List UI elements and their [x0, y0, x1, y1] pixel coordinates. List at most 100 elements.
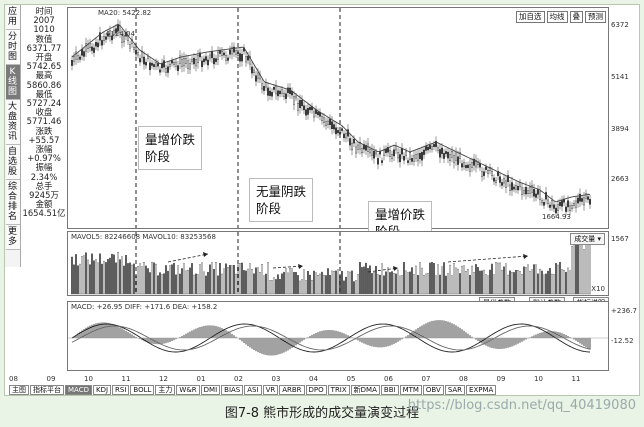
volume-bar	[308, 274, 311, 295]
main-btn-0[interactable]: 加自选	[516, 11, 545, 23]
macd-chart-panel[interactable]: MACD: +26.95 DIFF: +171.6 DEA: +158.2	[67, 301, 609, 371]
tab-3[interactable]: KDJ	[92, 385, 112, 395]
tab-1[interactable]: 指标平台	[30, 385, 64, 395]
volume-bar	[172, 262, 175, 295]
tab-2[interactable]: MACD	[65, 385, 92, 395]
candle-body	[395, 145, 398, 151]
tab-15[interactable]: 新DMA	[350, 385, 380, 395]
main-btn-2[interactable]: 叠	[569, 11, 583, 23]
candle-body	[559, 201, 562, 206]
volume-label: 总手	[35, 180, 53, 191]
price-chart-panel[interactable]: MA20: 5422.82 6124.04 1664.93 加自选 均线叠预测 量…	[67, 7, 609, 245]
main-btn-3[interactable]: 预测	[585, 11, 606, 23]
candle-body	[325, 121, 328, 126]
tab-13[interactable]: DPO	[305, 385, 327, 395]
tab-10[interactable]: ASI	[244, 385, 262, 395]
volume-bar	[286, 272, 289, 295]
vol-y-tick: 1567	[611, 235, 629, 243]
candle-body	[316, 111, 319, 116]
tab-8[interactable]: DMI	[200, 385, 221, 395]
tab-7[interactable]: W&R	[176, 385, 200, 395]
candle-body	[132, 46, 135, 50]
volume-bar	[467, 268, 469, 295]
chevron-down-icon: ▾	[597, 235, 601, 243]
tab-17[interactable]: MTM	[399, 385, 422, 395]
volume-bar	[471, 265, 473, 295]
volume-bar	[264, 273, 267, 295]
volume-bar	[314, 272, 317, 295]
candle-body	[431, 146, 434, 150]
volume-bar	[489, 269, 491, 295]
candle-body	[397, 152, 400, 159]
volume-bar	[236, 264, 239, 295]
volume-bar	[567, 267, 569, 295]
candle-body	[507, 175, 510, 182]
candle-body	[453, 155, 456, 164]
toolbar-item-0[interactable]: 应用	[5, 5, 20, 30]
candle-body	[415, 154, 418, 159]
tab-11[interactable]: VR	[262, 385, 279, 395]
candle-body	[351, 142, 354, 151]
candle-body	[429, 144, 432, 150]
volume-bar	[242, 270, 245, 295]
volume-bar	[132, 263, 135, 295]
tab-9[interactable]: BIAS	[221, 385, 244, 395]
toolbar-item-1[interactable]: 分时图	[5, 30, 20, 65]
volume-bar	[117, 251, 119, 295]
candle-body	[218, 50, 221, 54]
volume-bar	[190, 263, 193, 295]
candle-body	[72, 56, 75, 62]
volume-bar	[325, 275, 327, 295]
volume-bar	[529, 270, 531, 295]
volume-bar	[523, 266, 525, 295]
time-x-axis: 08 09 10 11 12 01 02 03 04 05 06 07 08 09 10 11	[9, 375, 609, 385]
candle-body	[268, 90, 271, 96]
volume-bar	[248, 263, 251, 295]
tab-6[interactable]: 主力	[155, 385, 176, 395]
volume-dropdown[interactable]: 成交量 ▾	[570, 233, 605, 245]
volume-bar	[109, 257, 111, 295]
volume-bar	[517, 270, 519, 295]
figure-caption: 图7-8 熊市形成的成交量演变过程	[224, 406, 420, 421]
tab-14[interactable]: TRIX	[327, 385, 350, 395]
volume-bar	[300, 279, 303, 295]
tab-18[interactable]: OBV	[422, 385, 444, 395]
tab-4[interactable]: RSI	[112, 385, 130, 395]
candle-body	[467, 164, 470, 168]
tab-20[interactable]: EXPMA	[466, 385, 497, 395]
toolbar-item-2[interactable]: K线图	[5, 65, 20, 100]
candle-body	[188, 63, 191, 70]
tab-19[interactable]: SAR	[444, 385, 466, 395]
tab-12[interactable]: ARBR	[279, 385, 305, 395]
candle-body	[80, 49, 83, 56]
tab-0[interactable]: 主图	[9, 385, 29, 395]
volume-bar	[433, 262, 435, 295]
tab-5[interactable]: BOLL	[130, 385, 155, 395]
volume-bar	[413, 274, 415, 295]
candle-body	[407, 160, 410, 163]
volume-bar	[403, 262, 405, 295]
volume-bar	[260, 263, 263, 295]
volume-bar	[393, 273, 395, 295]
volume-bar	[85, 252, 87, 295]
tab-16[interactable]: BBI	[380, 385, 399, 395]
volume-chart-panel[interactable]: MAVOL5: 82246608 MAVOL10: 83253568 成交量 ▾…	[67, 231, 609, 296]
x-tick: 10	[84, 375, 93, 383]
volume-bar	[579, 239, 581, 295]
volume-bar	[222, 268, 225, 295]
arrow-head	[203, 252, 208, 257]
toolbar-item-5[interactable]: 综合排名	[5, 180, 20, 225]
volume-bar	[274, 279, 277, 295]
candle-body	[499, 176, 502, 183]
main-btn-1[interactable]: 均线	[546, 11, 568, 23]
volume-bar	[162, 273, 165, 295]
volume-bar	[210, 262, 213, 295]
ma-line	[71, 23, 591, 203]
volume-bar	[447, 273, 449, 295]
volume-dropdown-label: 成交量	[574, 235, 596, 243]
candle-body	[200, 60, 203, 68]
toolbar-item-6[interactable]: 更多	[5, 225, 20, 250]
toolbar-item-4[interactable]: 自选股	[5, 145, 20, 180]
toolbar-item-3[interactable]: 大盘资讯	[5, 100, 20, 145]
volume-bar	[278, 278, 281, 295]
